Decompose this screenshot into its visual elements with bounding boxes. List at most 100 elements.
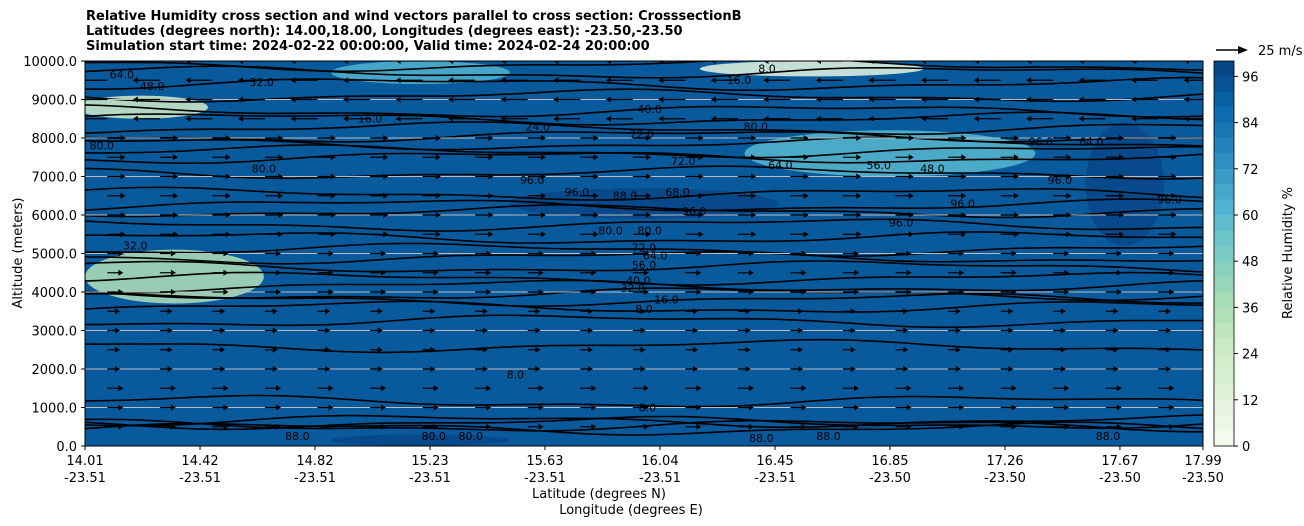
wind-vector-head xyxy=(803,212,809,218)
wind-vector-head xyxy=(801,269,807,276)
wind-vector-head xyxy=(272,308,278,315)
contour-label: 64.0 xyxy=(110,68,135,81)
wind-vector-head xyxy=(328,269,334,276)
wind-vector-head xyxy=(908,212,914,218)
wind-vector-head xyxy=(751,212,757,218)
wind-vector-head xyxy=(803,231,809,238)
wind-vector-head xyxy=(225,231,231,238)
wind-vector-head xyxy=(908,135,914,141)
wind-vector-head xyxy=(1064,289,1070,295)
wind-vector-head xyxy=(850,366,856,372)
contour-label: 80.0 xyxy=(252,163,277,176)
wind-vector-head xyxy=(540,212,546,218)
wind-vector-head xyxy=(591,385,597,392)
wind-vector-head xyxy=(856,173,862,180)
wind-vector-head xyxy=(433,385,439,392)
wind-vector-head xyxy=(486,250,492,257)
wind-vector-head xyxy=(343,77,349,84)
contour-line xyxy=(85,198,1203,212)
wind-vector-head xyxy=(482,346,488,353)
wind-vector-head xyxy=(698,231,704,238)
wind-vector-head xyxy=(801,250,807,257)
wind-vector-head xyxy=(850,308,856,315)
contour-label: 80.0 xyxy=(458,430,483,443)
contour-label: 88.0 xyxy=(613,190,638,203)
wind-vector-head xyxy=(1026,61,1032,64)
wind-vector-head xyxy=(538,250,544,257)
wind-vector-head xyxy=(377,366,383,372)
wind-vector-head xyxy=(748,250,754,257)
wind-vector-head xyxy=(1078,115,1084,122)
wind-vector-head xyxy=(1013,212,1019,218)
wind-vector-head xyxy=(535,346,541,353)
wind-vector-head xyxy=(961,154,967,161)
wind-vector-head xyxy=(698,173,704,180)
wind-vector-head xyxy=(1064,385,1070,392)
title-line-1: Relative Humidity cross section and wind… xyxy=(86,9,742,24)
x-tick-lon: -23.50 xyxy=(984,471,1026,486)
wind-vector-head xyxy=(903,346,909,353)
wind-vector-head xyxy=(591,269,597,276)
wind-vector-head xyxy=(1118,135,1124,141)
wind-vector-head xyxy=(696,269,702,276)
humidity-patch xyxy=(330,434,510,446)
wind-vector-head xyxy=(587,366,593,372)
wind-vector-head xyxy=(959,289,965,295)
wind-vector-head xyxy=(646,173,652,180)
colorbar-tick-label: 72 xyxy=(1242,163,1259,178)
wind-vector-head xyxy=(115,308,121,315)
wind-vector-head xyxy=(798,327,804,334)
wind-vector-head xyxy=(237,96,243,103)
x-tick-lon: -23.51 xyxy=(409,471,451,486)
wind-vector-head xyxy=(751,154,757,161)
wind-vector-head xyxy=(1078,77,1084,84)
wind-vector-head xyxy=(748,404,754,411)
wind-vector-head xyxy=(640,346,646,353)
title-line-3: Simulation start time: 2024-02-22 00:00:… xyxy=(86,39,650,54)
wind-vector-head xyxy=(120,212,126,218)
wind-vector-head xyxy=(640,327,646,334)
wind-vector-head xyxy=(587,327,593,334)
wind-vector-head xyxy=(540,173,546,180)
wind-vector-head xyxy=(868,61,874,64)
wind-vector-head xyxy=(906,404,912,411)
contour-label: 16.0 xyxy=(654,294,679,307)
wind-vector-head xyxy=(488,173,494,180)
contour-label: 48.0 xyxy=(920,163,945,176)
wind-vector-head xyxy=(435,135,441,141)
wind-vector-head xyxy=(763,115,769,122)
wind-vector-head xyxy=(593,135,599,141)
contour-line xyxy=(85,186,1203,201)
x-tick-lon: -23.51 xyxy=(179,471,221,486)
colorbar-ticks: 0 12 24 36 48 60 72 84 96 xyxy=(1234,70,1259,455)
wind-vector-head xyxy=(488,154,494,161)
wind-vector-head xyxy=(173,231,179,238)
wind-vector-head xyxy=(710,61,716,64)
colorbar-tick-label: 60 xyxy=(1242,209,1259,224)
wind-vector-head xyxy=(1171,231,1177,238)
wind-vector-head xyxy=(488,231,494,238)
wind-vector-head xyxy=(854,269,860,276)
wind-vector-head xyxy=(1060,346,1066,353)
wind-vector-head xyxy=(605,61,611,64)
wind-vector-head xyxy=(748,289,754,295)
contour-label: 56.0 xyxy=(867,159,892,172)
contour-label: 72.0 xyxy=(671,155,696,168)
contour-label: 88.0 xyxy=(749,432,774,445)
wind-vector-head xyxy=(538,385,544,392)
wind-vector-head xyxy=(1116,385,1122,392)
wind-vector-head xyxy=(330,154,336,161)
wind-vector-head xyxy=(605,115,611,122)
wind-vector-head xyxy=(275,269,281,276)
wind-vector-head xyxy=(745,308,751,315)
wind-vector-head xyxy=(395,61,401,64)
wind-vector-head xyxy=(646,154,652,161)
x-tick-lat: 16.04 xyxy=(641,454,678,469)
wind-vector-head xyxy=(1183,77,1189,84)
wind-vector-head xyxy=(748,423,754,430)
contour-label: 96.0 xyxy=(1048,174,1073,187)
wind-vector-head xyxy=(605,96,611,103)
wind-vector-head xyxy=(751,192,757,199)
y-tick-label: 10000.0 xyxy=(23,55,77,70)
colorbar-label: Relative Humidity % xyxy=(1281,187,1296,319)
